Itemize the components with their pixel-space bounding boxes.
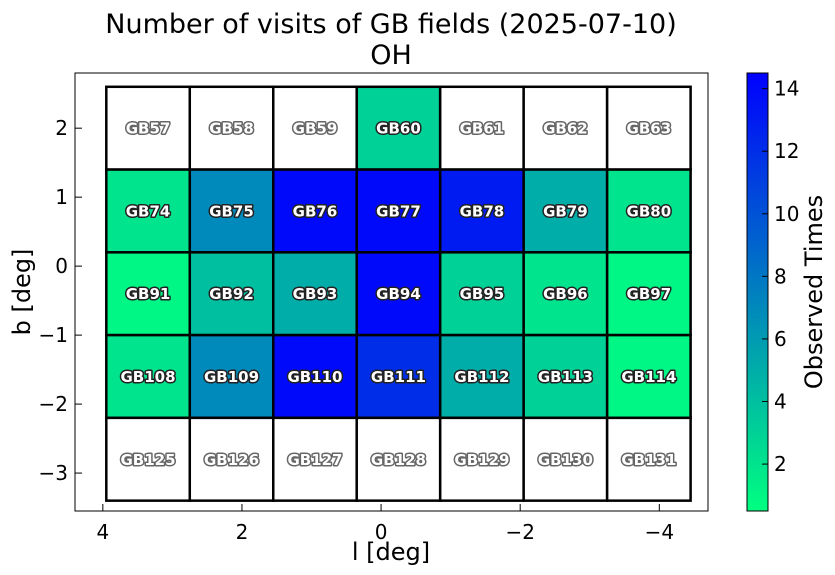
- y-tick-label: 1: [55, 185, 68, 209]
- colorbar-tick-label: 12: [774, 139, 799, 163]
- field-label: GB80: [627, 202, 672, 220]
- field-label: GB76: [293, 202, 338, 220]
- heatmap-cell: [105, 333, 192, 420]
- field-label: GB93: [293, 285, 338, 303]
- colorbar: 2 4 6 8 10 12 14 Observed Times: [746, 72, 828, 512]
- field-label: GB58: [209, 120, 254, 138]
- field-label: GB95: [460, 285, 505, 303]
- field-label: GB130: [538, 451, 593, 469]
- field-label: GB126: [204, 451, 259, 469]
- colorbar-tick-label: 6: [774, 327, 787, 351]
- colorbar-tick-label: 14: [774, 77, 799, 101]
- y-tick-label: −1: [39, 323, 68, 347]
- x-tick-label: −4: [645, 520, 674, 544]
- field-label: GB109: [204, 368, 259, 386]
- plot-area: GB57 GB58 GB59 GB60 GB61 GB62 GB63 GB74 GB75 GB76…: [39, 72, 709, 544]
- field-label: GB78: [460, 202, 505, 220]
- colorbar-tick-label: 8: [774, 264, 787, 288]
- field-label: GB114: [621, 368, 676, 386]
- field-label: GB97: [627, 285, 672, 303]
- field-label: GB79: [543, 202, 588, 220]
- heatmap-cell: [188, 333, 275, 420]
- colorbar-ticks: 2 4 6 8 10 12 14: [762, 77, 799, 476]
- field-label: GB128: [371, 451, 426, 469]
- field-label: GB108: [121, 368, 176, 386]
- field-label: GB63: [627, 120, 672, 138]
- heatmap-cell: [188, 251, 275, 337]
- heatmap-cell: [605, 416, 692, 502]
- colorbar-tick-label: 10: [774, 202, 799, 226]
- y-axis-ticks: 2 1 0 −1 −2 −3: [39, 116, 82, 485]
- heatmap-cell: [522, 416, 609, 502]
- field-label: GB57: [126, 120, 171, 138]
- heatmap-cell: [438, 251, 525, 337]
- y-tick-label: −3: [39, 461, 68, 485]
- x-axis-label: l [deg]: [352, 538, 430, 566]
- field-label: GB60: [376, 120, 421, 138]
- field-label: GB131: [621, 451, 676, 469]
- colorbar-gradient: [746, 72, 769, 512]
- field-label: GB61: [460, 120, 505, 138]
- heatmap-cell: [522, 85, 609, 171]
- field-label: GB62: [543, 120, 588, 138]
- field-label: GB91: [126, 285, 171, 303]
- y-tick-label: 2: [55, 116, 68, 140]
- x-axis-ticks: 4 2 0 −2 −4: [96, 504, 674, 544]
- field-label: GB112: [454, 368, 509, 386]
- field-label: GB75: [209, 202, 254, 220]
- y-tick-label: 0: [55, 254, 68, 278]
- heatmap-cell: [271, 168, 358, 254]
- heatmap-cells: [105, 85, 692, 502]
- heatmap-cell: [522, 251, 609, 337]
- field-label: GB129: [454, 451, 509, 469]
- field-label: GB127: [287, 451, 342, 469]
- x-tick-label: 2: [236, 520, 249, 544]
- field-label: GB92: [209, 285, 254, 303]
- colorbar-tick-label: 4: [774, 390, 787, 414]
- field-labels: GB57 GB58 GB59 GB60 GB61 GB62 GB63 GB74 GB75 GB76…: [119, 118, 678, 470]
- heatmap-cell: [105, 416, 192, 502]
- heatmap-cell: [188, 85, 275, 171]
- x-tick-label: −2: [505, 520, 534, 544]
- x-tick-label: 0: [375, 520, 388, 544]
- heatmap-cell: [271, 416, 358, 502]
- field-label: GB59: [293, 120, 338, 138]
- heatmap-cell: [438, 168, 525, 254]
- field-label: GB77: [376, 202, 421, 220]
- field-label: GB96: [543, 285, 588, 303]
- colorbar-tick-label: 2: [774, 452, 787, 476]
- heatmap-cell: [605, 251, 692, 337]
- heatmap-cell: [271, 251, 358, 337]
- field-label: GB74: [126, 202, 171, 220]
- x-tick-label: 4: [96, 520, 109, 544]
- colorbar-label: Observed Times: [800, 195, 828, 389]
- y-tick-label: −2: [39, 392, 68, 416]
- chart-subtitle: OH: [370, 40, 412, 71]
- plot-frame: [74, 72, 709, 512]
- heatmap-cell: [522, 333, 609, 420]
- chart-title: Number of visits of GB fields (2025-07-1…: [105, 9, 676, 40]
- heatmap-cell: [105, 85, 192, 171]
- field-label: GB125: [121, 451, 176, 469]
- field-label: GB111: [371, 368, 426, 386]
- heatmap-cell: [105, 168, 192, 254]
- heatmap-cell: [605, 168, 692, 254]
- field-label: GB94: [376, 285, 421, 303]
- y-axis-label: b [deg]: [8, 249, 36, 336]
- field-label: GB110: [287, 368, 342, 386]
- field-label: GB113: [538, 368, 593, 386]
